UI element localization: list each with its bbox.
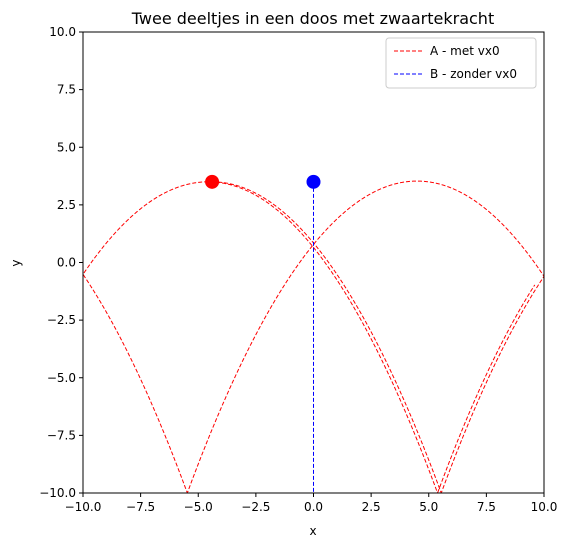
x-tick-label: −2.5: [241, 500, 270, 514]
y-tick-label: 7.5: [57, 83, 76, 97]
x-tick-label: −7.5: [126, 500, 155, 514]
x-axis-label: x: [309, 524, 316, 538]
y-tick-label: 2.5: [57, 198, 76, 212]
y-axis: −10.0 −7.5 −5.0 −2.5 0.0 2.5 5.0 7.5 10.0: [39, 25, 83, 500]
plot-area: [82, 174, 545, 494]
y-tick-label: −5.0: [47, 371, 76, 385]
y-tick-label: −7.5: [47, 428, 76, 442]
x-tick-label: 7.5: [477, 500, 496, 514]
particle-b-marker: [306, 174, 321, 189]
legend: A - met vx0 B - zonder vx0: [385, 37, 537, 89]
particle-a-marker: [205, 174, 220, 189]
legend-label-b: B - zonder vx0: [430, 67, 517, 81]
chart-title: Twee deeltjes in een doos met zwaartekra…: [131, 9, 494, 28]
y-tick-label: −10.0: [39, 486, 76, 500]
x-tick-label: 2.5: [362, 500, 381, 514]
x-tick-label: 0.0: [304, 500, 323, 514]
legend-frame: [385, 37, 537, 89]
x-axis: −10.0 −7.5 −5.0 −2.5 0.0 2.5 5.0 7.5 10.0: [65, 493, 558, 514]
x-tick-label: 10.0: [531, 500, 558, 514]
y-tick-label: 10.0: [49, 25, 76, 39]
legend-label-a: A - met vx0: [430, 44, 500, 58]
y-axis-label: y: [9, 259, 23, 266]
y-tick-label: 5.0: [57, 140, 76, 154]
x-tick-label: −5.0: [184, 500, 213, 514]
series-a-line: [82, 180, 545, 494]
x-tick-label: −10.0: [65, 500, 102, 514]
x-tick-label: 5.0: [419, 500, 438, 514]
y-tick-label: −2.5: [47, 313, 76, 327]
y-tick-label: 0.0: [57, 256, 76, 270]
